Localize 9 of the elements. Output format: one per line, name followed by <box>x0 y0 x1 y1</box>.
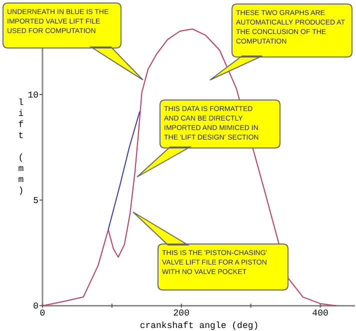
x-tick-label: 0 <box>40 308 46 319</box>
text: lift (mm) <box>18 98 24 196</box>
x-tick-label: 200 <box>173 308 190 319</box>
line-series <box>108 110 140 230</box>
x-tick-label: 400 <box>312 308 328 319</box>
y-tick-label: 10 <box>28 90 38 100</box>
y-tick-label: 0 <box>33 302 38 312</box>
y-tick-label: 5 <box>33 196 38 206</box>
x-axis-title: crankshaft angle (deg) <box>140 321 259 331</box>
